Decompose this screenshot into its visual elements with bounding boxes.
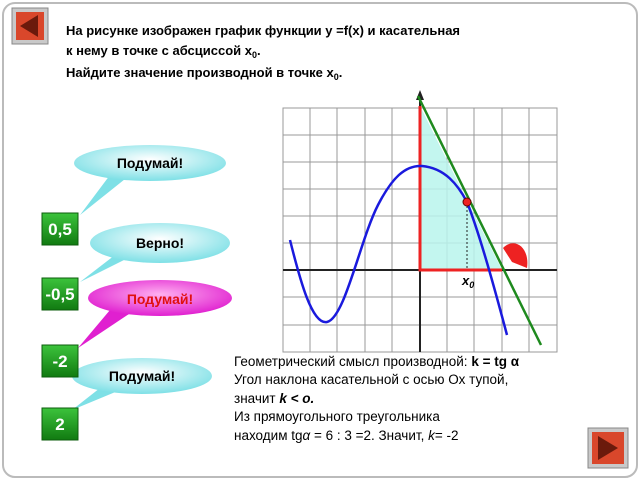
- tangent-line: [416, 95, 543, 346]
- question-line: На рисунке изображен график функции y =f…: [66, 23, 460, 38]
- text-part: k < o.: [279, 391, 314, 406]
- text-part: .: [339, 65, 343, 80]
- explanation-line: Из прямоугольного треугольника: [234, 409, 440, 424]
- text-part: Подумай!: [117, 155, 183, 171]
- text-part: Подумай!: [109, 368, 175, 384]
- triangle-legs: [418, 106, 502, 272]
- text-part: k = tg α: [471, 354, 519, 369]
- text-part: Геометрический смысл производной:: [234, 354, 471, 369]
- explanation-line: Угол наклона касательной с осью Ох тупой…: [234, 372, 508, 387]
- answer-button[interactable]: 2: [41, 407, 79, 441]
- angle-arc: [503, 243, 528, 268]
- text-part: значит: [234, 391, 279, 406]
- text-part: Верно!: [136, 235, 184, 251]
- explanation-line: Геометрический смысл производной: k = tg…: [234, 354, 520, 369]
- text-part: 0: [469, 280, 474, 290]
- answer-button[interactable]: 0,5: [41, 212, 79, 246]
- explanation-line: находим tgα = 6 : 3 =2. Значит, k= -2: [234, 428, 458, 443]
- feedback-bubble: Подумай!: [72, 358, 212, 410]
- text-part: находим tg: [234, 428, 302, 443]
- point-label: x0: [461, 273, 474, 290]
- question-line: к нему в точке с абсциссой x0.: [66, 43, 261, 60]
- feedback-bubble: Подумай!: [74, 145, 226, 215]
- question-line: Найдите значение производной в точке x0.: [66, 65, 342, 82]
- triangle-fill: [420, 106, 502, 270]
- text-part: k: [428, 428, 436, 443]
- text-part: Найдите значение производной в точке x: [66, 65, 334, 80]
- feedback-bubble: Верно!: [80, 223, 230, 282]
- text-part: -0,5: [45, 285, 74, 304]
- text-part: .: [257, 43, 261, 58]
- explanation-line: значит k < o.: [234, 391, 314, 406]
- next-button[interactable]: [587, 427, 629, 469]
- answer-button[interactable]: -2: [41, 344, 79, 378]
- function-curve: [288, 164, 509, 336]
- text-part: к нему в точке с абсциссой x: [66, 43, 253, 58]
- feedback-bubble-correct: Подумай!: [78, 280, 232, 348]
- text-part: -2: [52, 352, 67, 371]
- text-part: 0,5: [48, 220, 72, 239]
- text-part: α: [302, 428, 311, 443]
- text-part: x: [461, 273, 470, 288]
- text-part: 2: [55, 415, 64, 434]
- text-part: 0: [334, 72, 339, 82]
- text-part: 0: [252, 50, 257, 60]
- answer-button[interactable]: -0,5: [41, 277, 79, 311]
- text-part: = -2: [435, 428, 459, 443]
- text-part: Подумай!: [127, 291, 193, 307]
- tangent-point: [462, 197, 472, 207]
- text-part: = 6 : 3 =2. Значит,: [310, 428, 428, 443]
- prev-button[interactable]: [11, 7, 49, 45]
